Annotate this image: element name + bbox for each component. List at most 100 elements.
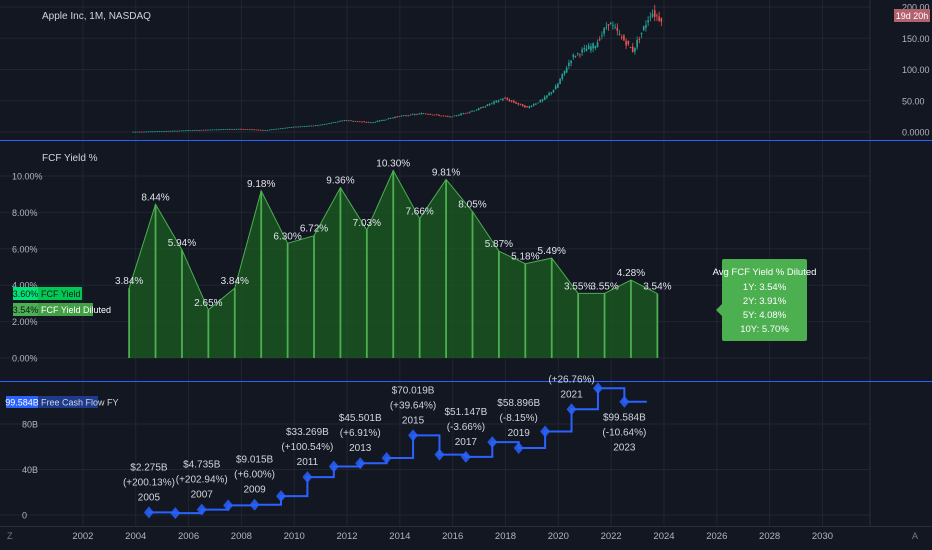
fcf-annotation-line: 2011 [297,457,319,468]
time-tick-label: 2004 [125,531,146,542]
time-tick-label: 2006 [178,531,199,542]
price-candle-body [288,127,291,129]
price-candle-body [352,120,354,122]
price-candle-body [174,130,176,132]
price-candle-body [141,131,143,133]
price-candle-body [370,122,372,124]
fcf-diluted-value: 3.54% [13,305,39,315]
time-axis[interactable]: 2002 2004 2006 2008 2010 2012 2014 2016 2018 2020… [7,531,918,542]
price-candle-body [464,113,467,114]
fcf-yield-pane[interactable]: 3.84% 8.44% 5.94% 2.65% 3.84% 9.18% 6.30%6.72%… [12,153,816,364]
price-candle-body [625,40,627,46]
price-candle-body [431,114,434,116]
fcf-markers [143,382,630,520]
price-candle-body [653,10,656,17]
yield-tick-label: 2.00% [12,317,38,327]
price-candle-body [196,129,198,131]
price-pane[interactable]: 200.00 150.00 100.00 50.00 0.0000 Apple Inc,… [42,3,930,138]
fcf-marker [170,507,181,520]
fcf-yield-data-label: 9.18% [247,179,275,190]
price-candle-body [541,99,544,101]
fcf-axis[interactable]: 80B 40B 0 [22,420,38,521]
fcf-pane[interactable]: $2.275B (+200.13%) 2005 $4.735B (+202.94%) 20… [5,374,647,521]
price-candle-body [248,129,251,131]
price-candle-body [167,130,170,132]
price-candle-body [559,79,561,84]
price-candle-body [345,120,348,121]
price-candle-body [631,46,634,53]
fcf-yield-data-label: 6.30% [273,231,301,242]
countdown-badge [894,9,930,22]
price-candle-body [515,102,517,104]
fcf-yield-axis[interactable]: 10.00% 8.00% 6.00% 4.00% 2.00% 0.00% [12,172,43,364]
fcf-marker [540,425,551,438]
price-candle-body [290,127,293,128]
price-candle-body [176,130,178,132]
price-candle-body [601,34,603,36]
fcf-marker [434,448,445,461]
price-candle-body [185,130,187,132]
price-candle-body [334,122,337,123]
price-candle-body [499,99,502,101]
price-candle-body [347,120,350,122]
avg-yield-10y: 10Y: 5.70% [740,324,789,335]
price-candle-body [385,119,388,121]
price-candle-body [292,126,295,128]
timezone-corner-label[interactable]: Z [7,531,13,541]
price-candle-body [398,116,401,118]
price-candle-body [563,70,566,75]
price-candle-body [211,129,214,131]
symbol-title: Apple Inc, 1M, NASDAQ [42,11,151,22]
time-tick-label: 2030 [812,531,833,542]
price-candle-body [242,129,244,130]
price-candle-body [473,110,476,112]
fcf-annotation-line: $70.019B [392,385,435,396]
price-candle-body [187,130,189,132]
price-candle-body [477,108,480,111]
auto-scale-label[interactable]: A [912,531,918,541]
price-candle-body [629,47,632,49]
price-candle-body [640,32,643,35]
price-candle-body [321,124,324,126]
yield-tick-label: 0.00% [12,354,38,364]
fcf-yield-data-label: 8.44% [141,192,169,203]
fcf-tick-label: 0 [22,511,27,521]
fcf-current-value-badge [6,396,38,408]
fcf-annotation-line: (-3.66%) [447,422,485,433]
price-candle-body [466,112,469,114]
time-tick-label: 2028 [759,531,780,542]
price-candle-body [319,124,321,126]
fcf-marker [196,503,207,516]
fcf-annotation-line: 2009 [243,485,266,496]
price-candle-body [262,129,264,131]
time-tick-label: 2016 [442,531,463,542]
price-candle-body [444,115,447,117]
price-candle-body [642,26,645,30]
fcf-marker [487,436,498,449]
fcf-yield-data-label: 9.36% [326,176,354,187]
fcf-yield-data-label: 7.03% [353,218,381,229]
fcf-annotation-line: 2005 [138,492,161,503]
fcf-marker [566,403,577,416]
price-candle-body [460,113,462,116]
price-candle-body [330,122,332,124]
price-candle-body [264,130,266,131]
price-candle-body [198,130,200,131]
price-candle-body [605,26,608,28]
fcf-annotation-line: 2013 [349,443,372,454]
price-candle-body [220,129,222,131]
price-candle-body [447,116,449,118]
fcf-yield-data-label: 5.94% [168,238,196,249]
fcf-annotation-line: (+100.54%) [281,442,333,453]
time-axis-ticks: 2002 2004 2006 2008 2010 2012 2014 2016 2018 2020… [72,531,833,542]
price-candle-body [405,115,407,117]
fcf-annotation-line: (+200.13%) [123,477,175,488]
price-candle-body [147,131,150,133]
price-axis[interactable]: 200.00 150.00 100.00 50.00 0.0000 [902,3,930,138]
pane-separators[interactable] [0,140,932,527]
price-candle-body [587,45,590,50]
fcf-yield-data-label: 2.65% [194,298,222,309]
yield-tick-label: 6.00% [12,244,38,254]
price-candle-body [574,56,577,57]
